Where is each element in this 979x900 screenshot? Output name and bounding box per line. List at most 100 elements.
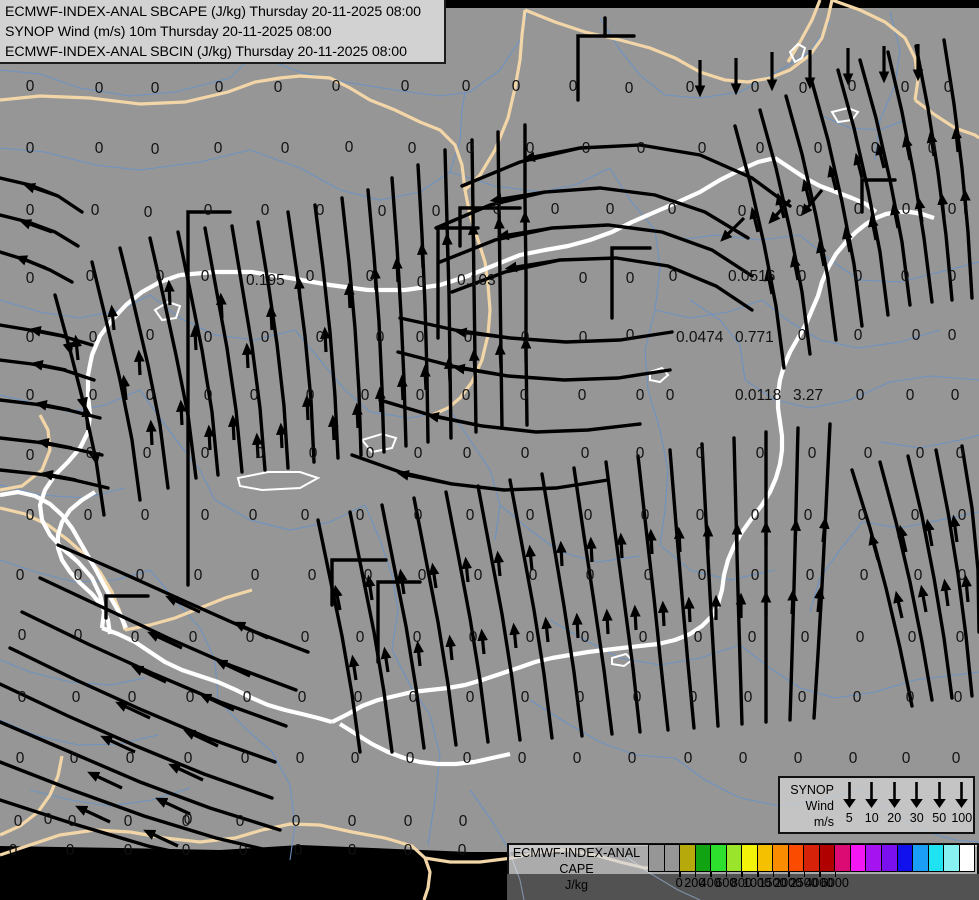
cin-contour-label: 0	[581, 629, 590, 646]
cin-contour-label: 0	[901, 79, 910, 96]
cin-contour-label: 0	[906, 387, 915, 404]
cin-contour-label: 0	[72, 689, 81, 706]
cin-contour-labels: 0 0 0 0 0 0 0 0 0 0 0 0 0 0 0 0 0 0 0 0 0 0 0 0 0 0 0 0 0 0 0 0 0 0 0 0 0 0 0 0…	[9, 78, 967, 859]
cin-contour-label: 0	[902, 201, 911, 218]
cin-contour-label: 0	[853, 689, 862, 706]
cin-contour-label: 0	[748, 629, 757, 646]
cape-color-swatch	[680, 845, 696, 871]
cape-tick-mark	[741, 872, 743, 877]
cin-contour-label: 0	[74, 567, 83, 584]
cin-contour-label: 0	[906, 689, 915, 706]
cin-contour-label: 0	[628, 750, 637, 767]
cin-contour-label: 0	[633, 689, 642, 706]
cin-contour-label: 0	[361, 387, 370, 404]
cin-contour-label: 0	[956, 629, 965, 646]
cin-contour-label: 0	[141, 507, 150, 524]
cin-contour-label: 0	[70, 750, 79, 767]
cin-contour-label: 0	[526, 140, 535, 157]
cin-contour-label: 0	[95, 140, 104, 157]
cape-colorbar	[648, 844, 975, 872]
synop-speed-label: 5	[845, 811, 853, 825]
cin-contour-label: 0	[684, 750, 693, 767]
cin-contour-label: 0	[409, 689, 418, 706]
cin-contour-label: 0	[301, 507, 310, 524]
cin-contour-label: 0	[916, 445, 925, 462]
cin-contour-label: 0	[626, 270, 635, 287]
cin-contour-label: 0	[956, 445, 965, 462]
cin-contour-label: 0	[694, 629, 703, 646]
cin-contour-label: 0	[698, 567, 707, 584]
cin-contour-label: 0	[578, 387, 587, 404]
cin-contour-label: 0	[584, 507, 593, 524]
cape-legend-labels: ECMWF-INDEX-ANAL CAPE J/kg	[507, 843, 646, 900]
cin-contour-label: 0	[151, 141, 160, 158]
cape-color-swatch	[664, 845, 681, 871]
map-title-box: ECMWF-INDEX-ANAL SBCAPE (J/kg) Thursday …	[0, 0, 446, 64]
cin-contour-label: 0	[637, 140, 646, 157]
cin-contour-label: 0	[146, 327, 155, 344]
cin-contour-label: 0	[521, 329, 530, 346]
cin-contour-label: 0	[739, 750, 748, 767]
cin-contour-label: 0	[274, 79, 283, 96]
cin-contour-label: 0	[463, 445, 472, 462]
cin-contour-label: 0	[351, 750, 360, 767]
cin-contour-label: 0	[182, 842, 191, 859]
cin-contour-label: 0	[463, 750, 472, 767]
cin-contour-label: 0	[182, 813, 191, 830]
cin-contour-label: 0	[366, 268, 375, 285]
cin-contour-label: 0	[858, 507, 867, 524]
cin-contour-label: 0	[86, 445, 95, 462]
cin-contour-label: 0	[573, 750, 582, 767]
cin-contour-label: 0	[801, 629, 810, 646]
cape-tick-mark	[710, 872, 712, 877]
cin-contour-label: 0	[469, 629, 478, 646]
cin-contour-label: 0	[131, 629, 140, 646]
cin-contour-label: 0	[44, 811, 53, 828]
cin-contour-label: 0	[493, 201, 502, 218]
cin-contour-label: 0	[958, 507, 967, 524]
cin-contour-label: 0	[184, 811, 193, 828]
cape-color-swatch	[649, 845, 665, 871]
cin-contour-label: 0	[814, 140, 823, 157]
down-arrow-icon	[841, 781, 858, 814]
cin-contour-label: 0	[798, 689, 807, 706]
cin-contour-label: 0	[136, 567, 145, 584]
cin-contour-label: 0	[579, 270, 588, 287]
cin-contour-label: 0	[26, 202, 35, 219]
cin-contour-label: 0	[26, 447, 35, 464]
synop-legend-labels: SYNOP Wind m/s	[780, 778, 838, 832]
cin-contour-label: 0	[856, 629, 865, 646]
cin-contour-label: 0	[636, 445, 645, 462]
cin-contour-label: 0	[309, 445, 318, 462]
cin-contour-label: 0	[459, 813, 468, 830]
cin-contour-label: 0	[416, 387, 425, 404]
cin-contour-label: 0	[641, 507, 650, 524]
cin-contour-label: 0	[644, 567, 653, 584]
cape-tick-mark	[803, 872, 806, 877]
cin-contour-label: 0	[214, 140, 223, 157]
cin-contour-label: 0	[204, 329, 213, 346]
down-arrow-icon	[886, 781, 903, 814]
cin-contour-label: 0	[306, 387, 315, 404]
cin-contour-label: 0	[414, 445, 423, 462]
cin-contour-label: 0	[954, 689, 963, 706]
cin-contour-label: 0	[26, 270, 35, 287]
cin-contour-label: 0	[751, 567, 760, 584]
cin-contour-label: 0	[418, 567, 427, 584]
cape-tick-label: 400	[699, 876, 721, 890]
cape-tick-mark	[819, 872, 821, 877]
cin-contour-label: 0	[316, 202, 325, 219]
cin-contour-label: 0	[348, 842, 357, 859]
cin-contour-label: 0	[958, 567, 967, 584]
cin-contour-label: 0	[124, 842, 133, 859]
cape-tick-label: 2500	[789, 876, 818, 890]
synop-legend-title: SYNOP	[790, 783, 834, 797]
contour-value-label: 0.0118	[735, 387, 781, 404]
cin-contour-label: 0	[14, 813, 23, 830]
cin-contour-label: 0	[464, 329, 473, 346]
cape-color-swatch	[757, 845, 774, 871]
cin-contour-label: 0	[474, 567, 483, 584]
